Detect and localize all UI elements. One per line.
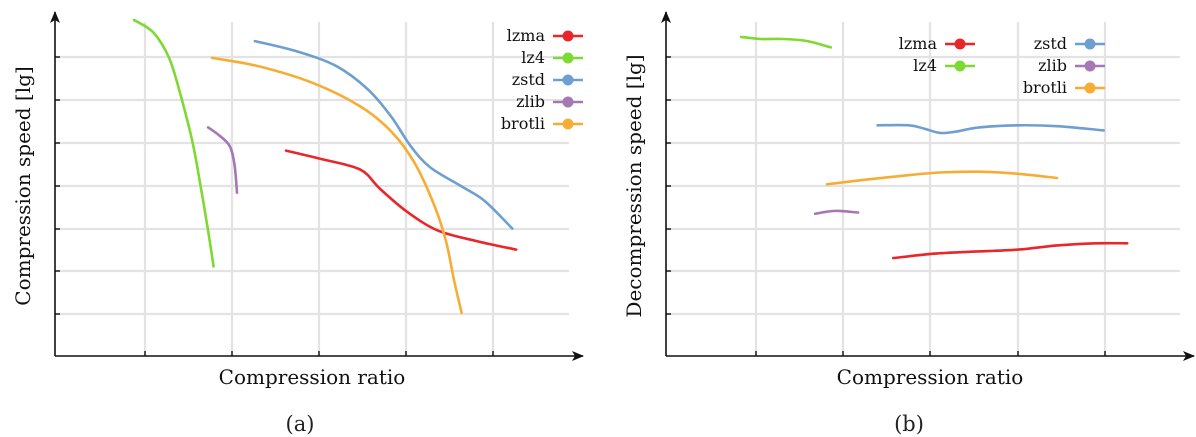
legend-label: zstd bbox=[1034, 34, 1067, 53]
legend-label: lz4 bbox=[913, 56, 937, 75]
y-axis-label: Compression speed [lg] bbox=[11, 66, 35, 305]
legend-swatch-marker bbox=[562, 96, 574, 108]
legend-label: lz4 bbox=[521, 48, 545, 67]
series-line-zlib bbox=[813, 209, 860, 216]
legend: lzma lz4 zstd zlib brotli bbox=[899, 34, 1105, 97]
series-lines bbox=[739, 35, 1129, 260]
y-axis-label: Decompression speed [lg] bbox=[622, 54, 646, 317]
legend-swatch-marker bbox=[954, 38, 966, 50]
series-line-lz4 bbox=[132, 18, 215, 268]
panel-caption: (a) bbox=[286, 412, 315, 436]
series-line-zstd bbox=[876, 123, 1106, 135]
series-line-brotli bbox=[825, 170, 1059, 186]
legend-item-lz4: lz4 bbox=[913, 56, 975, 75]
legend-label: zlib bbox=[1038, 56, 1067, 75]
series-line-zstd bbox=[253, 39, 514, 230]
x-axis-label: Compression ratio bbox=[219, 365, 406, 389]
legend-swatch-marker bbox=[562, 118, 574, 130]
legend-item-brotli: brotli bbox=[1023, 78, 1105, 97]
series-line-lzma bbox=[284, 149, 518, 251]
legend-swatch-marker bbox=[1084, 38, 1096, 50]
legend-label: lzma bbox=[507, 26, 546, 45]
legend-label: brotli bbox=[501, 114, 545, 133]
legend-item-zstd: zstd bbox=[512, 70, 583, 89]
x-axis-label: Compression ratio bbox=[837, 365, 1024, 389]
legend-swatch-marker bbox=[562, 74, 574, 86]
legend-item-zlib: zlib bbox=[516, 92, 583, 111]
legend-item-lzma: lzma bbox=[507, 26, 583, 45]
series-line-zlib bbox=[206, 126, 239, 194]
axes bbox=[661, 11, 1195, 361]
legend-label: brotli bbox=[1023, 78, 1067, 97]
legend-swatch-marker bbox=[1084, 60, 1096, 72]
legend-swatch-marker bbox=[1084, 82, 1096, 94]
legend-label: lzma bbox=[899, 34, 938, 53]
series-line-lzma bbox=[891, 241, 1129, 260]
legend-label: zstd bbox=[512, 70, 545, 89]
legend-item-zstd: zstd bbox=[1034, 34, 1105, 53]
legend-item-lzma: lzma bbox=[899, 34, 975, 53]
legend-label: zlib bbox=[516, 92, 545, 111]
series-line-lz4 bbox=[739, 35, 833, 49]
legend-item-brotli: brotli bbox=[501, 114, 583, 133]
legend-swatch-marker bbox=[562, 30, 574, 42]
grid-lines bbox=[55, 22, 569, 356]
legend-item-zlib: zlib bbox=[1038, 56, 1105, 75]
legend: lzma lz4 zstd zlib brotli bbox=[501, 26, 583, 133]
series-line-brotli bbox=[210, 56, 463, 315]
legend-swatch-marker bbox=[562, 52, 574, 64]
legend-item-lz4: lz4 bbox=[521, 48, 583, 67]
axes bbox=[50, 11, 584, 361]
panel-caption: (b) bbox=[894, 412, 924, 436]
grid-lines bbox=[666, 22, 1180, 356]
series-lines bbox=[132, 18, 518, 315]
legend-swatch-marker bbox=[954, 60, 966, 72]
